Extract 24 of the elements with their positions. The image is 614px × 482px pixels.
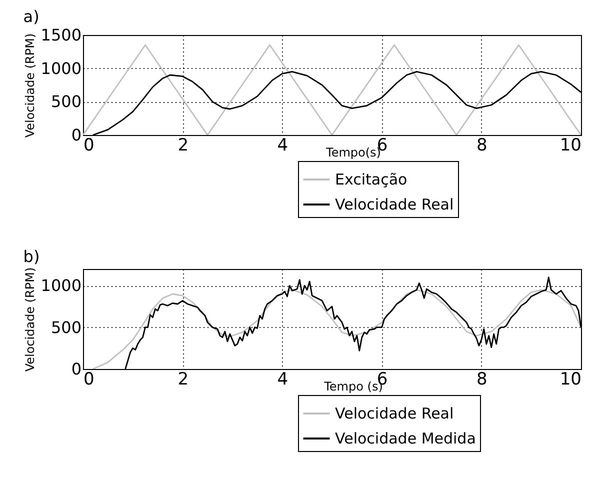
y-tick-label: 1000 [40, 276, 82, 296]
y-axis-title: Velocidade (RPM) [22, 33, 37, 138]
legend-label: Velocidade Real [335, 196, 454, 214]
y-tick-label: 1500 [40, 26, 82, 44]
y-axis-title: Velocidade (RPM) [22, 267, 37, 372]
line-series [92, 289, 581, 369]
legend-label: Velocidade Medida [335, 430, 476, 448]
x-tick-label: 10 [560, 136, 582, 156]
x-tick-label: 2 [178, 370, 189, 390]
x-tick-label: 10 [560, 370, 582, 390]
legend-label: Excitação [335, 170, 408, 188]
y-tick-label: 1000 [40, 58, 82, 78]
x-tick-label: 0 [84, 136, 94, 156]
x-tick-label: 8 [476, 370, 488, 390]
legend-label: Velocidade Real [335, 404, 454, 422]
y-tick-label: 500 [50, 92, 82, 112]
x-tick-label: 2 [178, 136, 189, 156]
x-tick-label: 4 [277, 370, 288, 390]
x-tick-label: 8 [476, 136, 488, 156]
y-tick-label: 500 [50, 318, 82, 337]
x-tick-label: 4 [277, 136, 288, 156]
chart-title: b) [23, 246, 40, 266]
chart-title: a) [23, 7, 40, 26]
x-tick-label: 0 [84, 370, 94, 390]
